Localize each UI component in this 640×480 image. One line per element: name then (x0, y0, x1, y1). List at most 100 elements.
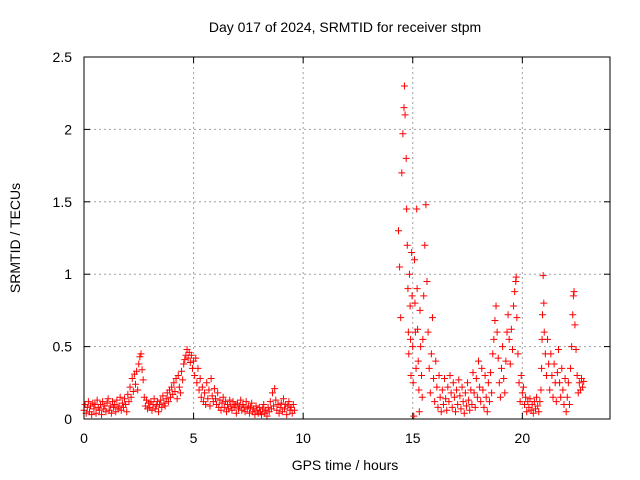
data-point (511, 288, 519, 296)
data-point (550, 360, 558, 368)
data-point (264, 403, 272, 411)
data-point (283, 411, 291, 419)
data-point (218, 399, 226, 407)
data-point (559, 386, 567, 394)
data-point (92, 409, 100, 417)
data-point (438, 386, 446, 394)
data-point (202, 401, 210, 409)
data-point (243, 405, 251, 413)
data-point (290, 406, 298, 414)
data-point (289, 401, 297, 409)
data-point (448, 403, 456, 411)
data-point (93, 396, 101, 404)
data-point (493, 328, 501, 336)
data-point (426, 389, 434, 397)
data-point (168, 383, 176, 391)
data-point (538, 311, 546, 319)
data-point (522, 393, 530, 401)
data-point (217, 406, 225, 414)
data-point (496, 393, 504, 401)
data-point (102, 408, 110, 416)
data-point (170, 379, 178, 387)
data-point (445, 398, 453, 406)
data-point (212, 395, 219, 403)
data-point (407, 372, 415, 380)
data-point (491, 317, 499, 325)
data-point (444, 383, 452, 391)
data-point (114, 405, 122, 413)
data-point (424, 328, 432, 336)
data-point (410, 412, 418, 420)
data-point (281, 405, 289, 413)
data-point (534, 402, 542, 410)
data-point (240, 403, 248, 411)
data-point (481, 372, 489, 380)
data-point (148, 406, 156, 414)
data-point (459, 398, 467, 406)
data-point (580, 377, 588, 385)
data-point (461, 389, 469, 397)
data-point (236, 402, 244, 410)
data-point (83, 403, 91, 411)
data-point (192, 354, 200, 362)
data-point (413, 285, 421, 293)
data-point (447, 389, 455, 397)
data-point (417, 343, 425, 351)
data-point (480, 403, 488, 411)
data-point (271, 385, 279, 393)
data-point (270, 402, 278, 410)
data-point (411, 256, 419, 264)
data-point (418, 372, 426, 380)
data-point (513, 314, 521, 322)
data-point (489, 350, 497, 358)
data-point (104, 395, 112, 403)
data-point (478, 364, 486, 372)
data-point (498, 364, 506, 372)
data-point (441, 374, 449, 382)
data-point (127, 393, 135, 401)
data-point (437, 408, 445, 416)
data-point (197, 393, 205, 401)
data-point (103, 399, 111, 407)
data-point (514, 350, 522, 358)
data-point (512, 273, 520, 281)
data-point (557, 393, 565, 401)
data-point (88, 411, 96, 419)
data-point (434, 403, 442, 411)
data-point (517, 372, 525, 380)
data-point (179, 376, 187, 384)
data-point (465, 396, 473, 404)
data-point (435, 372, 443, 380)
data-point (125, 398, 133, 406)
data-point (540, 299, 548, 307)
y-tick-label: 2.5 (53, 49, 73, 65)
data-point (409, 343, 417, 351)
data-point (539, 272, 547, 280)
data-point (556, 379, 564, 387)
data-point (546, 386, 554, 394)
data-point (251, 411, 259, 419)
data-point (427, 350, 435, 358)
data-point (152, 402, 160, 410)
data-point (110, 403, 118, 411)
data-point (191, 372, 199, 380)
data-point (537, 386, 545, 394)
data-point (455, 376, 463, 384)
data-point (204, 395, 212, 403)
data-point (571, 321, 579, 329)
data-point (553, 369, 561, 377)
data-point (285, 398, 293, 406)
data-point (116, 393, 124, 401)
data-point (536, 398, 544, 406)
data-point (245, 409, 253, 417)
data-point (139, 376, 147, 384)
data-point (442, 395, 450, 403)
data-point (508, 345, 516, 353)
data-point (123, 408, 131, 416)
data-point (500, 374, 508, 382)
data-point (121, 395, 129, 403)
data-point (164, 398, 172, 406)
data-point (510, 302, 518, 310)
x-tick-label: 5 (190, 430, 198, 446)
data-point (505, 335, 513, 343)
